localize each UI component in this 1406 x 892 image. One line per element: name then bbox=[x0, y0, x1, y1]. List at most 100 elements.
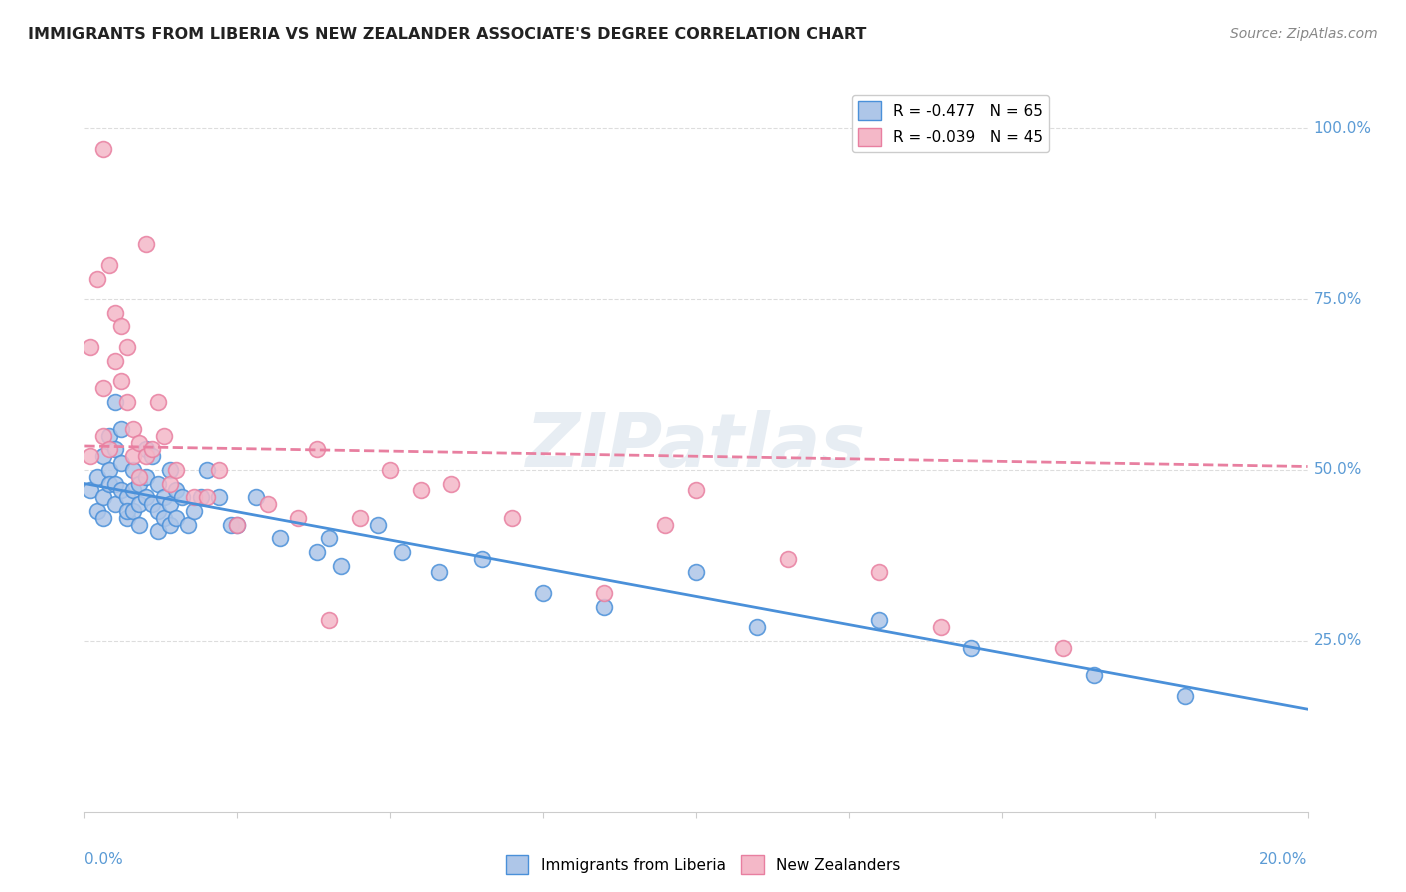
Point bbox=[172, 490, 194, 504]
Point bbox=[502, 510, 524, 524]
Legend: R = -0.477   N = 65, R = -0.039   N = 45: R = -0.477 N = 65, R = -0.039 N = 45 bbox=[852, 95, 1049, 153]
Point bbox=[153, 490, 176, 504]
Point bbox=[654, 517, 676, 532]
Point bbox=[747, 620, 769, 634]
Point bbox=[367, 517, 389, 532]
Point bbox=[122, 422, 145, 436]
Point bbox=[183, 490, 205, 504]
Point bbox=[141, 449, 163, 463]
Point bbox=[110, 319, 132, 334]
Point bbox=[685, 483, 707, 498]
Point bbox=[471, 551, 494, 566]
Point bbox=[115, 394, 138, 409]
Point bbox=[141, 497, 163, 511]
Point bbox=[115, 504, 138, 518]
Point bbox=[869, 566, 891, 580]
Point bbox=[269, 531, 291, 545]
Point bbox=[305, 442, 328, 457]
Point bbox=[122, 449, 145, 463]
Point bbox=[195, 490, 218, 504]
Point bbox=[208, 463, 231, 477]
Point bbox=[110, 422, 132, 436]
Point bbox=[97, 429, 120, 443]
Point bbox=[91, 381, 114, 395]
Point bbox=[165, 463, 187, 477]
Point bbox=[135, 442, 157, 457]
Point bbox=[929, 620, 952, 634]
Point bbox=[146, 524, 169, 539]
Point bbox=[79, 449, 101, 463]
Point bbox=[115, 340, 138, 354]
Point bbox=[165, 510, 187, 524]
Point bbox=[153, 429, 176, 443]
Point bbox=[97, 442, 120, 457]
Point bbox=[287, 510, 309, 524]
Point bbox=[183, 504, 205, 518]
Point bbox=[128, 476, 150, 491]
Point bbox=[219, 517, 242, 532]
Point bbox=[104, 442, 127, 457]
Point bbox=[593, 599, 616, 614]
Point bbox=[91, 510, 114, 524]
Text: 20.0%: 20.0% bbox=[1260, 852, 1308, 867]
Point bbox=[135, 449, 157, 463]
Point bbox=[91, 490, 114, 504]
Point bbox=[409, 483, 432, 498]
Point bbox=[110, 483, 132, 498]
Point bbox=[104, 476, 127, 491]
Point bbox=[141, 442, 163, 457]
Point bbox=[159, 517, 181, 532]
Point bbox=[208, 490, 231, 504]
Point bbox=[869, 613, 891, 627]
Text: Source: ZipAtlas.com: Source: ZipAtlas.com bbox=[1230, 27, 1378, 41]
Point bbox=[128, 517, 150, 532]
Point bbox=[177, 517, 200, 532]
Text: 100.0%: 100.0% bbox=[1313, 120, 1372, 136]
Point bbox=[135, 490, 157, 504]
Point bbox=[318, 531, 340, 545]
Text: ZIPatlas: ZIPatlas bbox=[526, 409, 866, 483]
Point bbox=[190, 490, 212, 504]
Point bbox=[79, 483, 101, 498]
Point bbox=[960, 640, 983, 655]
Point bbox=[146, 504, 169, 518]
Point bbox=[79, 340, 101, 354]
Point bbox=[122, 463, 145, 477]
Point bbox=[257, 497, 280, 511]
Point bbox=[685, 566, 707, 580]
Point bbox=[91, 429, 114, 443]
Point bbox=[86, 271, 108, 285]
Point bbox=[135, 469, 157, 483]
Point bbox=[86, 504, 108, 518]
Point bbox=[146, 476, 169, 491]
Point bbox=[226, 517, 249, 532]
Point bbox=[110, 456, 132, 470]
Point bbox=[427, 566, 450, 580]
Point bbox=[159, 476, 181, 491]
Point bbox=[110, 374, 132, 388]
Point bbox=[97, 258, 120, 272]
Point bbox=[122, 483, 145, 498]
Point bbox=[391, 545, 413, 559]
Point bbox=[1174, 689, 1197, 703]
Point bbox=[97, 476, 120, 491]
Point bbox=[104, 497, 127, 511]
Point bbox=[226, 517, 249, 532]
Point bbox=[97, 463, 120, 477]
Point bbox=[104, 306, 127, 320]
Point bbox=[91, 142, 114, 156]
Point bbox=[165, 483, 187, 498]
Point bbox=[159, 497, 181, 511]
Point bbox=[776, 551, 799, 566]
Point bbox=[104, 394, 127, 409]
Text: 50.0%: 50.0% bbox=[1313, 462, 1362, 477]
Point bbox=[86, 469, 108, 483]
Point bbox=[128, 469, 150, 483]
Point bbox=[330, 558, 353, 573]
Text: 75.0%: 75.0% bbox=[1313, 292, 1362, 307]
Point bbox=[104, 353, 127, 368]
Point bbox=[115, 510, 138, 524]
Point bbox=[1083, 668, 1105, 682]
Text: 0.0%: 0.0% bbox=[84, 852, 124, 867]
Point bbox=[245, 490, 267, 504]
